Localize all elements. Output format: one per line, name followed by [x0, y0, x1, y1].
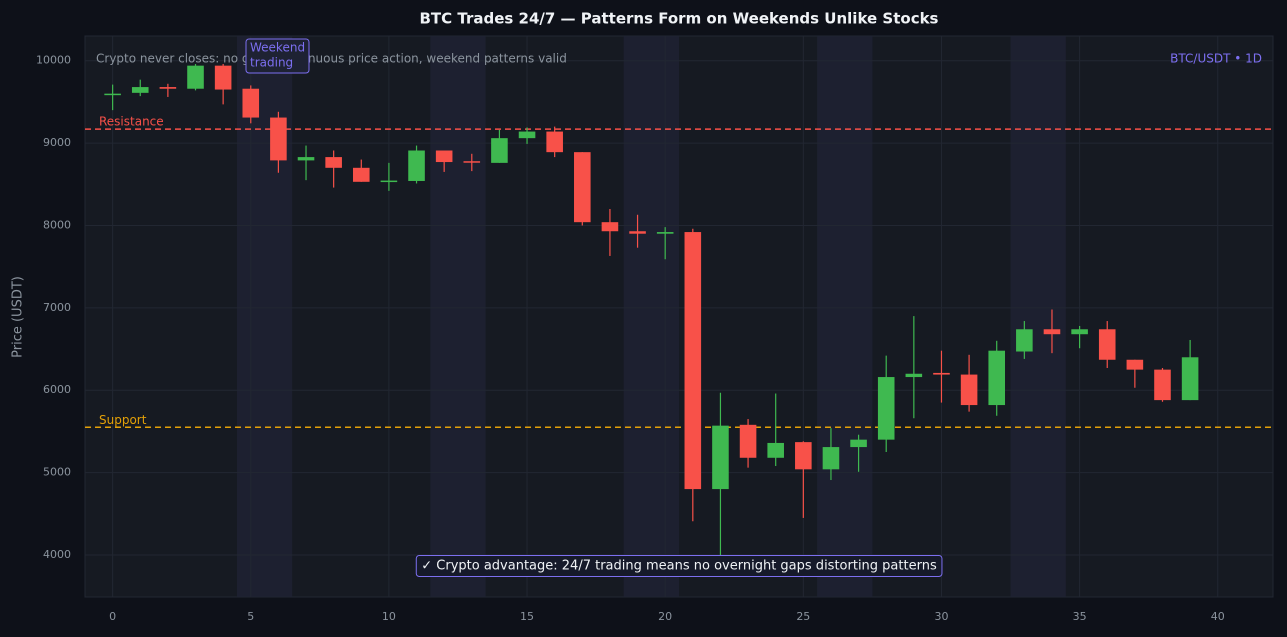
- reference-label: Resistance: [99, 115, 164, 129]
- x-tick-label: 35: [1073, 610, 1087, 623]
- candle-body: [684, 232, 702, 490]
- candle-body: [988, 350, 1006, 406]
- candle-body: [1071, 329, 1088, 335]
- reference-label: Support: [99, 413, 147, 427]
- candle-body: [850, 439, 867, 448]
- x-tick-label: 30: [934, 610, 948, 623]
- x-tick-label: 40: [1211, 610, 1225, 623]
- candle-body: [491, 138, 508, 163]
- grid-layer: 4000 5000 6000 7000 8000 9000 10000 0 5 10 15 20 25 3…: [36, 36, 1273, 623]
- candle-body: [435, 150, 453, 163]
- annotation-text: ✓ Crypto advantage: 24/7 trading means n…: [421, 559, 937, 574]
- y-tick-label: 10000: [36, 54, 71, 67]
- candle-body: [905, 373, 923, 378]
- y-tick-label: 7000: [43, 301, 71, 314]
- y-tick-label: 4000: [43, 548, 71, 561]
- weekend-band: [430, 36, 486, 597]
- candle-body: [214, 65, 232, 90]
- candle-body: [739, 424, 757, 458]
- weekend-band: [817, 36, 873, 597]
- note: Crypto never closes: no gaps, continuous…: [96, 52, 567, 66]
- candle-body: [1181, 357, 1199, 401]
- chart-title: BTC Trades 24/7 — Patterns Form on Weeke…: [419, 10, 938, 28]
- candle-body: [601, 222, 619, 232]
- candle-body: [270, 117, 287, 161]
- y-axis-label: Price (USDT): [11, 276, 26, 358]
- candle-body: [325, 157, 342, 168]
- candle-body: [242, 88, 260, 118]
- pair-label: BTC/USDT • 1D: [1170, 52, 1262, 66]
- x-tick-label: 15: [520, 610, 534, 623]
- candle-body: [629, 231, 646, 234]
- candle-body: [933, 372, 950, 375]
- annotation-text: Weekend: [250, 41, 305, 55]
- candle-body: [1043, 329, 1061, 335]
- candle-body: [131, 87, 149, 93]
- weekend-band: [1010, 36, 1066, 597]
- candle-body: [159, 87, 177, 89]
- candle-body: [767, 442, 784, 458]
- x-tick-label: 20: [658, 610, 672, 623]
- candle-body: [1154, 369, 1171, 401]
- candle-body: [1016, 329, 1033, 352]
- candle-body: [712, 425, 729, 490]
- candle-body: [104, 93, 121, 96]
- candle-body: [795, 442, 812, 470]
- x-tick-label: 0: [109, 610, 116, 623]
- candle-body: [187, 65, 204, 89]
- x-tick-label: 10: [382, 610, 396, 623]
- candle-body: [408, 150, 425, 181]
- candle-body: [1126, 359, 1144, 370]
- candle-body: [877, 377, 895, 440]
- annotation-box: [245, 38, 310, 74]
- annotation-box: [415, 555, 943, 577]
- candle-body: [463, 161, 481, 163]
- annotation-text: trading: [250, 56, 293, 70]
- weekend-band: [623, 36, 679, 597]
- y-tick-label: 8000: [43, 218, 71, 231]
- candle-body: [352, 167, 370, 182]
- x-tick-label: 25: [796, 610, 810, 623]
- y-tick-label: 9000: [43, 136, 71, 149]
- y-tick-label: 5000: [43, 466, 71, 479]
- candle-body: [518, 131, 536, 139]
- candle-body: [822, 447, 840, 470]
- candle-body: [1098, 329, 1116, 360]
- candle-body: [574, 152, 591, 223]
- candle-body: [546, 131, 563, 153]
- candle-body: [297, 157, 315, 161]
- candle-body: [656, 232, 674, 234]
- y-tick-label: 6000: [43, 383, 71, 396]
- candle-body: [380, 180, 398, 183]
- candle-body: [960, 374, 978, 406]
- marks-layer: [104, 64, 1199, 557]
- x-tick-label: 5: [247, 610, 254, 623]
